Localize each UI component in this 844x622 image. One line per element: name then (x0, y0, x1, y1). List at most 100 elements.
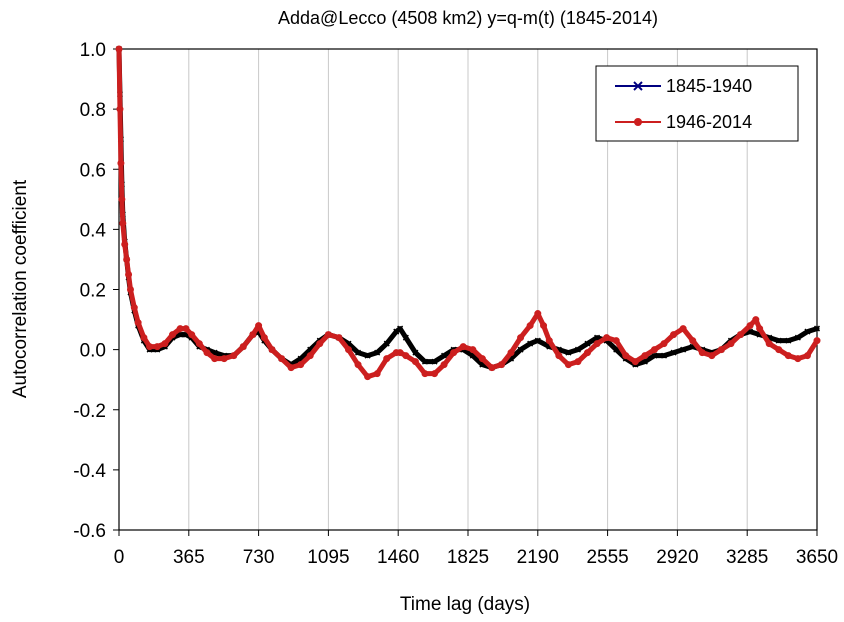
data-point (497, 361, 505, 369)
legend: 1845-1940 1946-2014 (595, 65, 799, 142)
y-tick-label: -0.2 (73, 401, 106, 422)
data-point (354, 361, 362, 369)
legend-label: 1845-1940 (666, 76, 752, 96)
data-point (717, 346, 725, 354)
data-point (316, 340, 324, 348)
data-point (396, 349, 404, 357)
data-point (130, 304, 138, 312)
legend-marker (633, 81, 643, 91)
data-point (441, 352, 448, 359)
data-point (765, 340, 773, 348)
data-point (534, 337, 541, 344)
data-point (402, 352, 410, 360)
data-point (355, 349, 362, 356)
data-point (397, 325, 404, 332)
data-point (680, 346, 687, 353)
data-point (297, 361, 305, 369)
data-point (287, 364, 295, 372)
data-point (526, 322, 534, 330)
data-point (260, 334, 268, 342)
x-tick-label: 3650 (796, 547, 838, 568)
data-point (593, 340, 601, 348)
data-point (411, 358, 419, 366)
data-point (249, 331, 257, 339)
y-tick-label: -0.4 (73, 461, 106, 482)
y-tick-label: 0.6 (80, 160, 106, 181)
y-tick-label: -0.6 (73, 521, 106, 542)
data-point (383, 340, 390, 347)
data-point (527, 340, 534, 347)
y-tick-label: 0.4 (80, 220, 107, 241)
x-tick-label: 730 (243, 547, 275, 568)
data-point (268, 346, 276, 354)
data-point (540, 322, 548, 330)
chart-title: Adda@Lecco (4508 km2) y=q-m(t) (1845-201… (278, 8, 658, 28)
x-tick-label: 0 (114, 547, 125, 568)
y-tick-label: 0.2 (80, 281, 106, 302)
data-point (176, 325, 184, 333)
data-point (278, 355, 286, 363)
y-tick-label: 0.0 (80, 341, 106, 362)
data-point (469, 346, 477, 354)
data-point (118, 195, 126, 203)
x-tick-label: 2920 (656, 547, 698, 568)
data-point (153, 343, 161, 351)
data-point (344, 346, 352, 354)
data-point (603, 334, 611, 342)
data-point (517, 346, 524, 353)
data-point (803, 352, 811, 360)
data-point (412, 349, 419, 356)
legend-item: 1946-2014 (615, 112, 752, 132)
data-point (239, 343, 247, 351)
data-point (574, 358, 582, 366)
data-point (746, 322, 754, 330)
data-point (804, 328, 811, 335)
data-point (622, 352, 630, 360)
data-point (517, 334, 525, 342)
data-point (507, 349, 515, 357)
data-point (698, 349, 706, 357)
legend-label: 1946-2014 (666, 112, 752, 132)
data-point (383, 355, 391, 363)
data-point (794, 334, 801, 341)
data-point (752, 316, 760, 324)
data-point (612, 337, 620, 345)
x-tick-label: 3285 (726, 547, 768, 568)
data-point (115, 45, 123, 53)
data-point (161, 340, 169, 348)
data-point (641, 358, 648, 365)
data-point (146, 343, 154, 351)
data-point (545, 337, 553, 345)
data-point (584, 340, 591, 347)
data-point (651, 352, 658, 359)
data-point (756, 325, 764, 333)
data-point (125, 270, 133, 278)
data-point (431, 358, 438, 365)
data-point (306, 352, 314, 360)
data-point (255, 322, 263, 330)
series-1946-2014 (115, 45, 821, 381)
data-point (324, 331, 332, 339)
data-point (650, 346, 658, 354)
x-tick-label: 1095 (307, 547, 349, 568)
data-point (182, 325, 190, 333)
x-tick-label: 365 (173, 547, 205, 568)
x-axis-title: Time lag (days) (400, 594, 530, 615)
data-point (459, 343, 467, 351)
data-point (641, 352, 649, 360)
data-point (364, 352, 371, 359)
x-tick-label: 2190 (517, 547, 559, 568)
data-point (737, 331, 745, 339)
y-tick-label: 0.8 (80, 100, 106, 121)
x-tick-label: 1460 (377, 547, 419, 568)
data-point (565, 349, 572, 356)
data-point (123, 255, 131, 263)
x-tick-label: 2555 (586, 547, 628, 568)
data-point (431, 370, 439, 378)
data-point (813, 337, 821, 345)
data-point (364, 373, 372, 381)
legend-marker (634, 118, 642, 126)
data-point (220, 355, 228, 363)
data-point (689, 337, 697, 345)
